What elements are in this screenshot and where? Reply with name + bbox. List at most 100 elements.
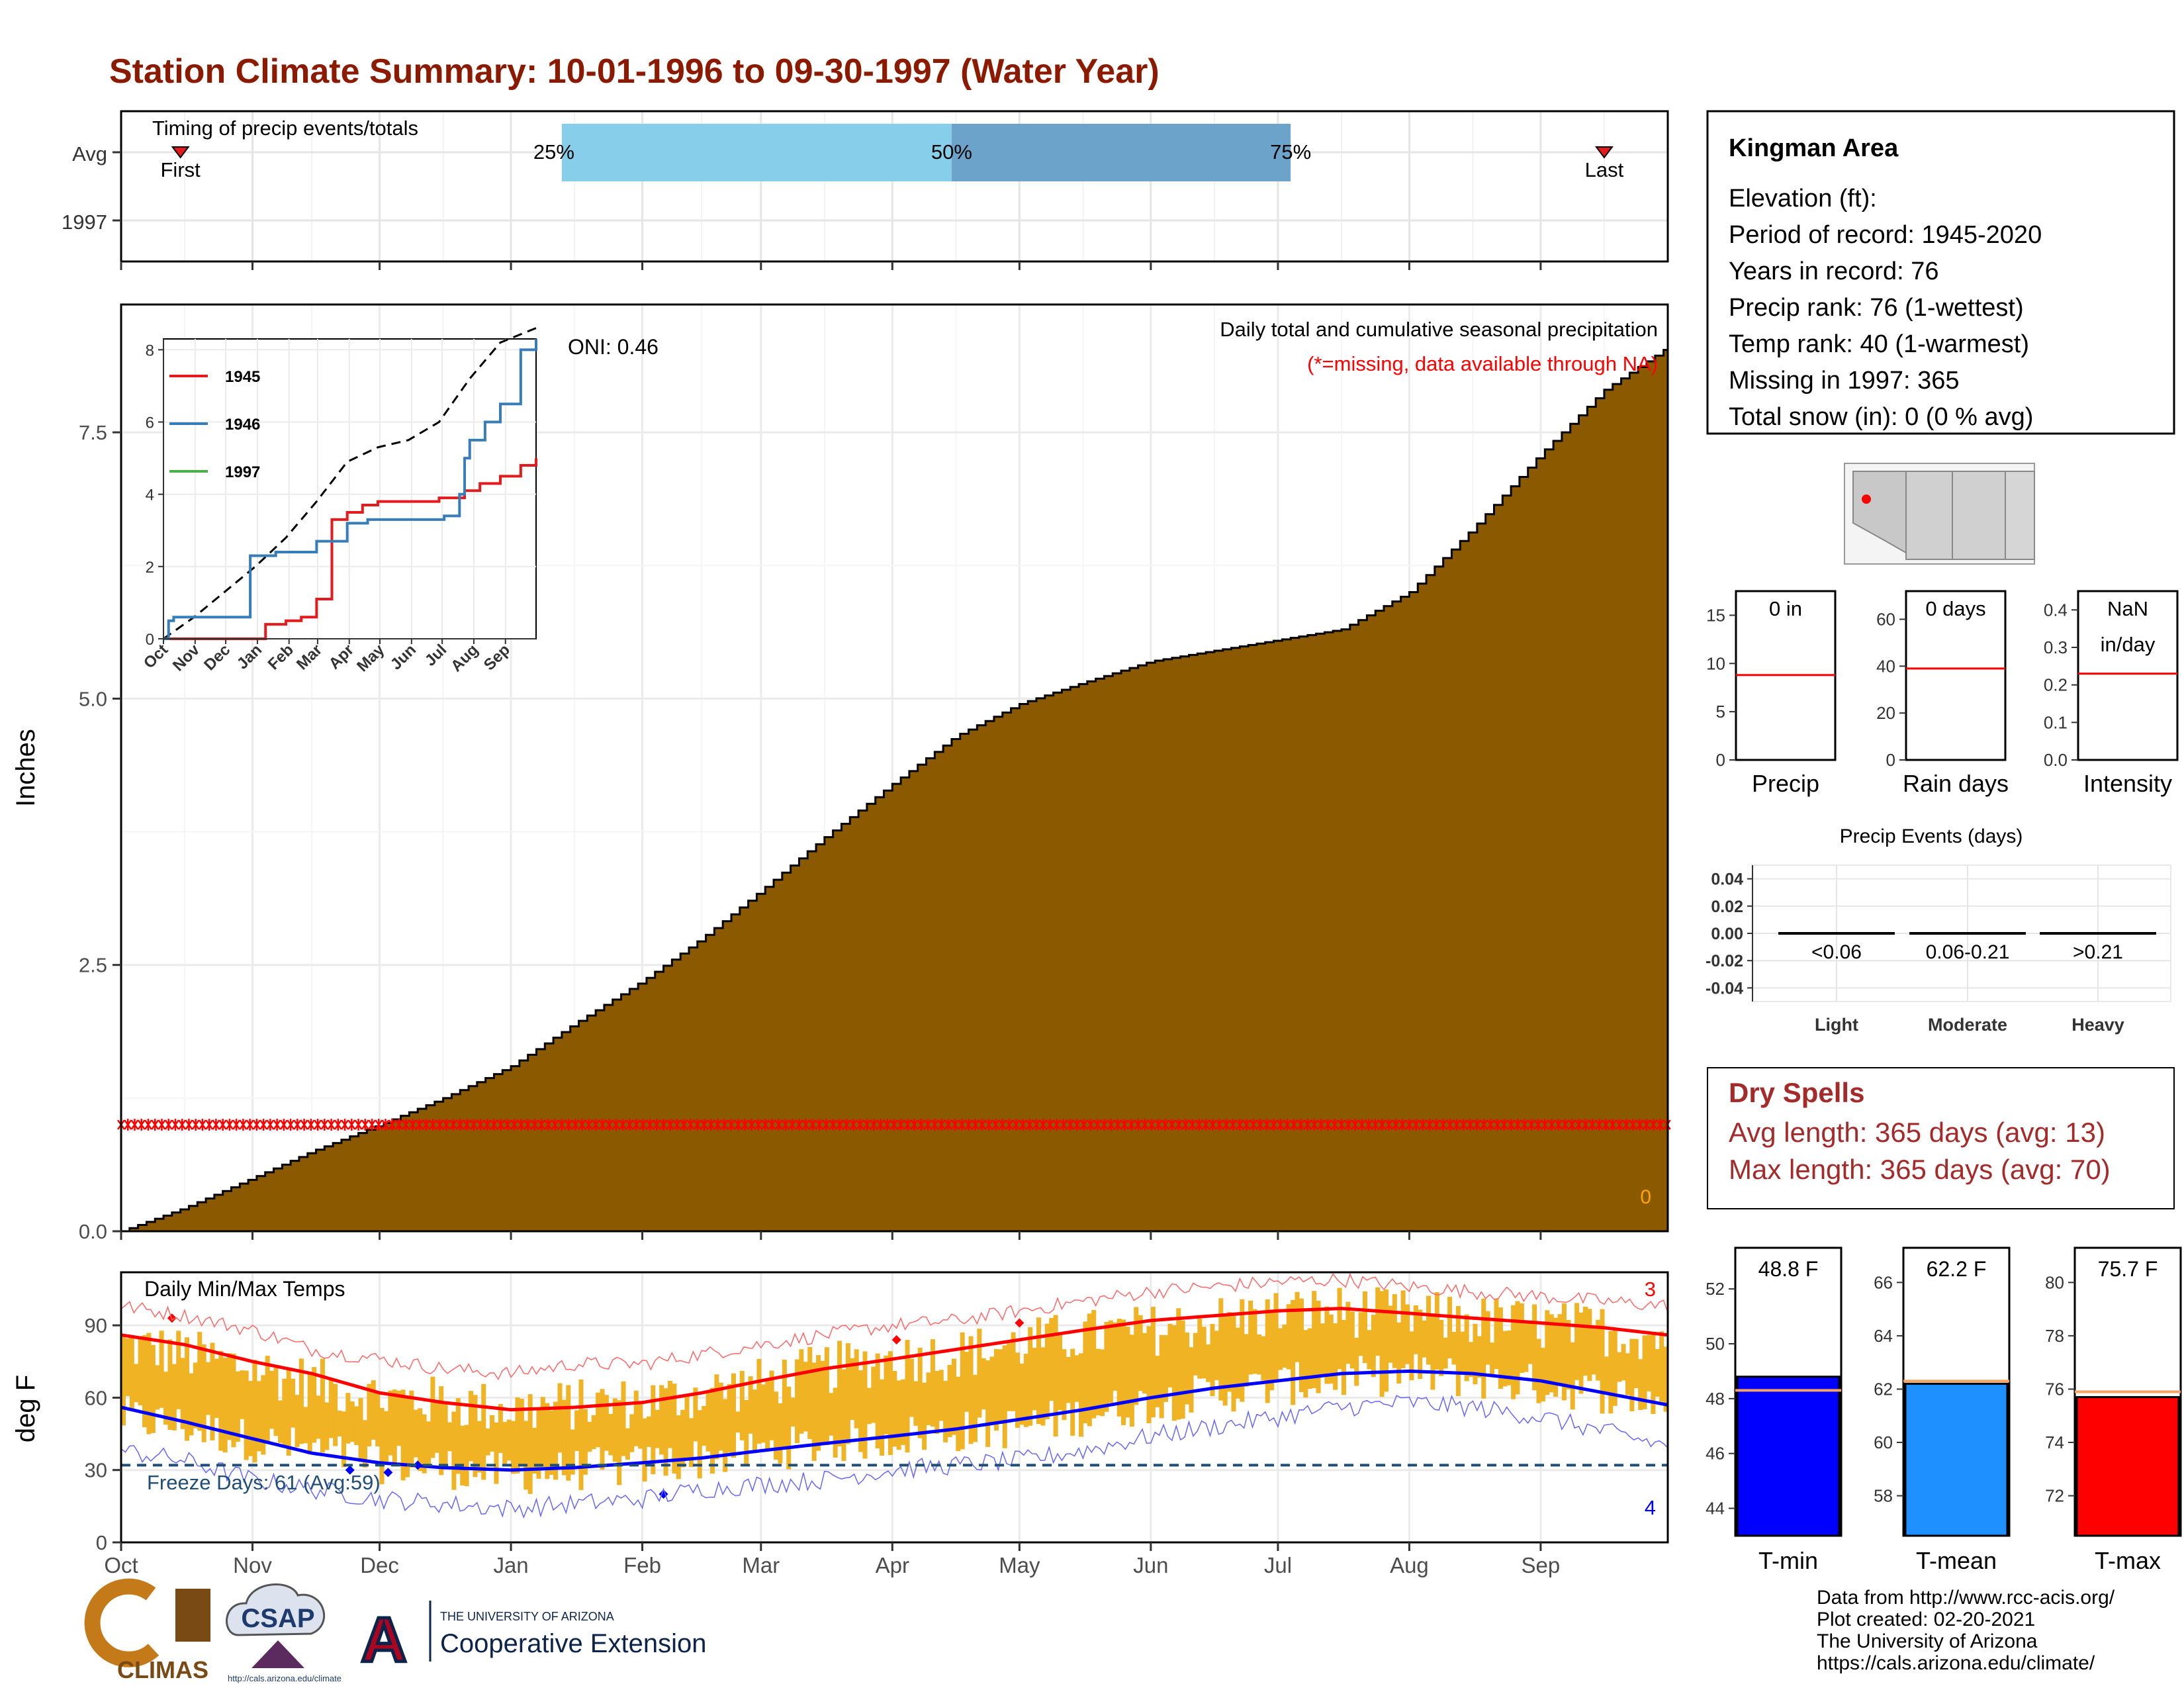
temp-mini-ytick-label: 72 — [2045, 1486, 2064, 1506]
missing-day-marker — [1215, 1119, 1224, 1131]
missing-day-marker — [1290, 1119, 1298, 1131]
daily-temp-bar — [1447, 1297, 1453, 1359]
dry-spells-box: Dry Spells Avg length: 365 days (avg: 13… — [1707, 1067, 2175, 1209]
temp-summary-charts: 44 46 48 50 52 48.8 F T-min 58 60 62 64 66 62.2 F T-m… — [1706, 1246, 2182, 1574]
missing-day-marker — [903, 1119, 912, 1131]
daily-temp-bar — [1574, 1303, 1580, 1380]
daily-temp-bar — [989, 1356, 995, 1423]
daily-temp-bar — [1612, 1329, 1617, 1406]
missing-day-marker — [205, 1119, 214, 1131]
daily-temp-bar — [1070, 1348, 1075, 1436]
daily-temp-bar — [269, 1370, 275, 1429]
missing-day-marker — [1120, 1119, 1129, 1131]
daily-temp-bar — [1040, 1347, 1046, 1426]
daily-temp-bar — [621, 1381, 626, 1456]
daily-temp-bar — [1473, 1323, 1478, 1385]
record-high-count: 3 — [1645, 1278, 1656, 1301]
daily-temp-bar — [540, 1397, 545, 1468]
daily-temp-bar — [320, 1358, 325, 1453]
missing-day-marker — [476, 1119, 484, 1131]
last-event-label: Last — [1585, 158, 1624, 181]
missing-day-marker — [449, 1119, 457, 1131]
daily-temp-bar — [1524, 1321, 1529, 1372]
missing-day-marker — [1256, 1119, 1265, 1131]
daily-temp-bar — [824, 1347, 829, 1445]
inset-xtick-label: Jun — [387, 641, 420, 673]
missing-day-marker — [571, 1119, 580, 1131]
missing-day-marker — [1025, 1119, 1034, 1131]
missing-day-marker — [653, 1119, 661, 1131]
daily-temp-bar — [1443, 1337, 1448, 1369]
precip-events-title: Precip Events (days) — [1840, 825, 2023, 847]
daily-temp-bar — [608, 1413, 614, 1456]
daily-temp-bar — [1206, 1344, 1211, 1382]
daily-temp-bar — [926, 1372, 931, 1425]
daily-temp-bar — [1515, 1301, 1520, 1395]
first-event-marker — [171, 146, 190, 159]
daily-temp-bar — [951, 1358, 956, 1435]
missing-day-marker — [1113, 1119, 1122, 1131]
missing-day-marker — [897, 1119, 905, 1131]
daily-temp-bar — [1455, 1305, 1461, 1396]
missing-day-marker — [1175, 1119, 1183, 1131]
daily-temp-bar — [1566, 1320, 1571, 1389]
daily-temp-bar — [277, 1400, 283, 1443]
missing-day-marker — [856, 1119, 864, 1131]
daily-temp-bar — [222, 1357, 228, 1453]
missing-day-marker — [1154, 1119, 1163, 1131]
daily-temp-bar — [163, 1372, 169, 1425]
precip-mini-value-label: 0 days — [1925, 597, 1985, 620]
station-name: Kingman Area — [1729, 134, 1899, 162]
missing-day-marker — [931, 1119, 939, 1131]
daily-temp-bar — [901, 1379, 906, 1445]
daily-temp-bar — [807, 1346, 813, 1439]
daily-temp-bar — [1337, 1288, 1342, 1370]
daily-temp-bar — [811, 1362, 817, 1461]
missing-day-marker — [463, 1119, 471, 1131]
daily-temp-bar — [1150, 1307, 1156, 1418]
daily-temp-bar — [324, 1402, 330, 1450]
daily-temp-bar — [1074, 1355, 1079, 1402]
daily-temp-bar — [485, 1428, 490, 1456]
temp-mini-ytick-label: 74 — [2045, 1432, 2064, 1452]
missing-day-marker — [1412, 1119, 1420, 1131]
daily-temp-bar — [1277, 1328, 1283, 1370]
missing-day-marker — [680, 1119, 688, 1131]
missing-day-marker — [1486, 1119, 1495, 1131]
daily-temp-bar — [786, 1386, 792, 1470]
daily-temp-bar — [1324, 1306, 1330, 1384]
quartile-50-75-bar — [951, 124, 1291, 181]
daily-temp-bar — [676, 1415, 681, 1479]
tmax-record-line — [120, 1272, 1668, 1381]
daily-temp-bar — [248, 1381, 253, 1456]
station-info-box: Kingman Area Elevation (ft): Period of re… — [1706, 110, 2175, 435]
missing-day-marker — [1059, 1119, 1068, 1131]
missing-day-marker — [883, 1119, 891, 1131]
dry-spells-title: Dry Spells — [1729, 1077, 1864, 1108]
precip-mini-category: Rain days — [1903, 770, 2009, 797]
missing-day-marker — [761, 1119, 770, 1131]
missing-day-marker — [1615, 1119, 1624, 1131]
ua-logo-bottom-text: Cooperative Extension — [440, 1629, 706, 1658]
missing-day-marker — [273, 1119, 281, 1131]
daily-temp-bar — [1328, 1314, 1334, 1384]
missing-day-marker — [456, 1119, 465, 1131]
missing-day-marker — [1426, 1119, 1434, 1131]
daily-temp-bar — [201, 1344, 206, 1442]
missing-day-marker — [469, 1119, 478, 1131]
missing-day-marker — [1317, 1119, 1326, 1131]
daily-temp-bar — [680, 1409, 686, 1468]
daily-temp-bar — [549, 1410, 554, 1475]
missing-day-marker — [958, 1119, 966, 1131]
daily-temp-bar — [1604, 1356, 1609, 1394]
temp-ytick-label: 60 — [85, 1386, 107, 1409]
missing-day-marker — [300, 1119, 308, 1131]
missing-day-marker — [537, 1119, 546, 1131]
daily-temp-bar — [1633, 1338, 1639, 1388]
missing-day-marker — [795, 1119, 803, 1131]
daily-temp-bar — [358, 1397, 363, 1462]
missing-day-marker — [1527, 1119, 1535, 1131]
missing-day-marker — [1330, 1119, 1339, 1131]
missing-day-marker — [164, 1119, 173, 1131]
inset-xtick-label: Dec — [201, 641, 234, 674]
